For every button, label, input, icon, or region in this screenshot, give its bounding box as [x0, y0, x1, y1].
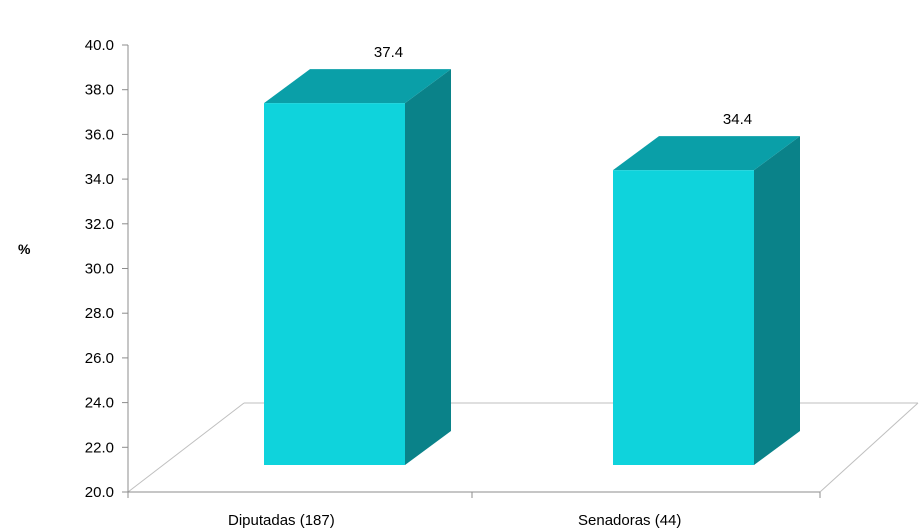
- y-axis: 20.0 22.0 24.0 26.0 28.0 30.0 32.0 34.0 36.0 38.0…: [85, 37, 129, 501]
- bar-front-face: [613, 170, 754, 465]
- y-tick-label: 28.0: [85, 305, 114, 322]
- y-tick-label: 36.0: [85, 126, 114, 143]
- bars: [264, 69, 800, 466]
- y-tick-label: 32.0: [85, 216, 114, 233]
- y-tick-label: 34.0: [85, 171, 114, 188]
- y-tick-label: 24.0: [85, 395, 114, 412]
- bar: [264, 69, 451, 466]
- y-tick-label: 26.0: [85, 350, 114, 367]
- bar: [613, 136, 800, 465]
- bar-front-face: [264, 103, 405, 466]
- data-label: 34.4: [723, 111, 752, 128]
- x-category-label: Senadoras (44): [578, 512, 681, 529]
- bar-top-face: [264, 69, 451, 104]
- data-label: 37.4: [374, 44, 403, 61]
- y-axis-title: %: [18, 241, 31, 257]
- labels: 37.4 Diputadas (187) 34.4 Senadoras (44): [228, 44, 752, 529]
- y-tick-label: 22.0: [85, 439, 114, 456]
- bar-side-face: [405, 69, 451, 466]
- bar-side-face: [754, 136, 800, 465]
- y-tick-label: 20.0: [85, 484, 114, 501]
- floor-edge-right: [819, 402, 919, 493]
- x-category-label: Diputadas (187): [228, 512, 335, 529]
- y-tick-label: 30.0: [85, 261, 114, 278]
- floor-edge-left: [127, 402, 245, 493]
- y-tick-label: 40.0: [85, 37, 114, 54]
- y-tick-label: 38.0: [85, 82, 114, 99]
- bar-top-face: [613, 136, 800, 171]
